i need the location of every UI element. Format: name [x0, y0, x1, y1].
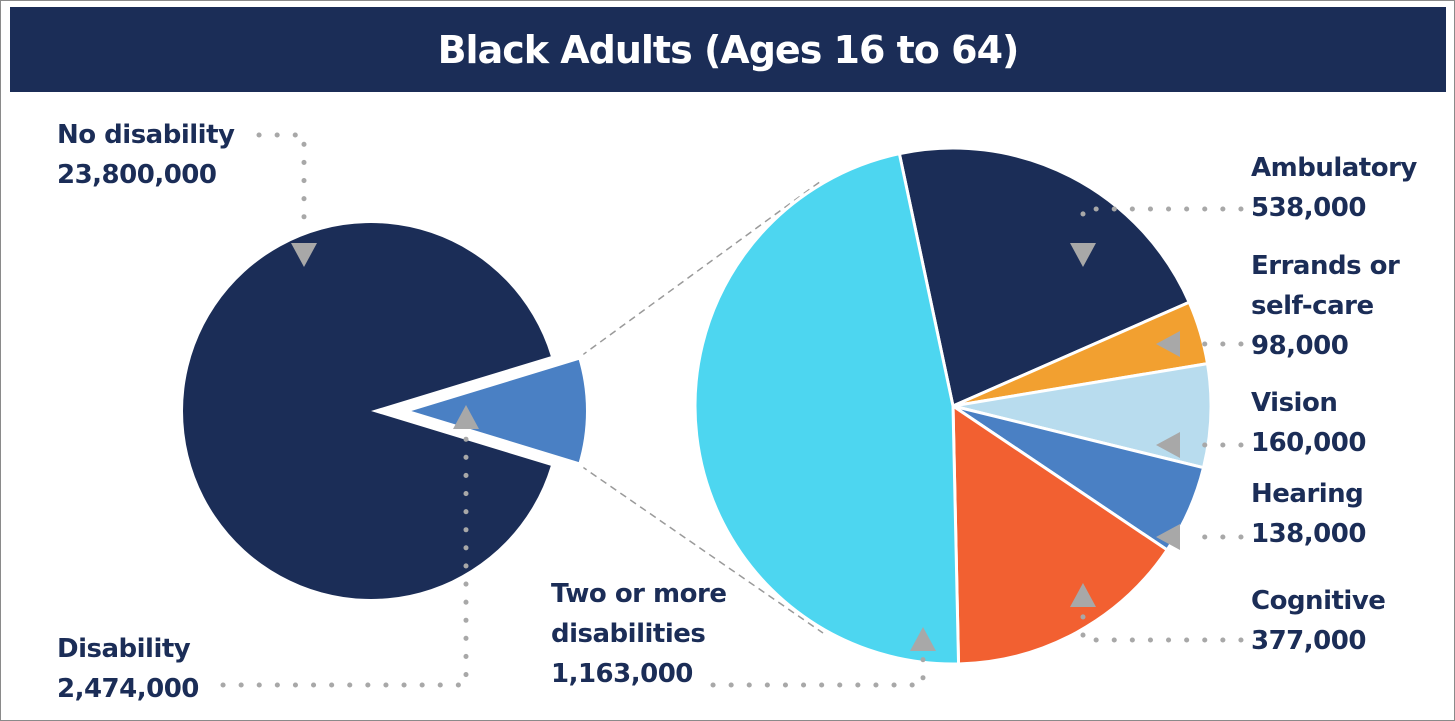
label-ambulatory-name: Ambulatory	[1251, 153, 1417, 183]
slice-disability	[390, 352, 592, 470]
slice-no-disability	[182, 222, 551, 599]
label-disability-name: Disability	[57, 634, 191, 664]
label-hearing-value: 138,000	[1251, 519, 1366, 549]
label-errands-name1: Errands or	[1251, 251, 1400, 281]
leader-cognitive	[1080, 610, 1244, 643]
label-hearing-name: Hearing	[1251, 479, 1364, 509]
label-errands-value: 98,000	[1251, 331, 1349, 361]
disability-type-pie	[693, 146, 1213, 666]
slice-two-or-more	[693, 152, 961, 666]
arrow-errands	[1156, 331, 1180, 357]
leader-no-disability	[256, 132, 307, 236]
label-ambulatory-value: 538,000	[1251, 193, 1366, 223]
arrow-no-disability	[291, 243, 317, 267]
slice-ambulatory	[897, 146, 1191, 408]
chart-title: Black Adults (Ages 16 to 64)	[437, 27, 1020, 72]
label-disability-value: 2,474,000	[57, 674, 199, 704]
label-cognitive: Cognitive 377,000	[1251, 581, 1386, 661]
label-two-or-more-value: 1,163,000	[551, 659, 693, 689]
disability-status-pie	[182, 222, 592, 599]
arrow-vision	[1156, 432, 1180, 458]
label-cognitive-value: 377,000	[1251, 626, 1366, 656]
connector-bottom	[580, 465, 824, 634]
arrow-ambulatory	[1070, 243, 1096, 267]
label-two-or-more: Two or more disabilities 1,163,000	[551, 574, 727, 694]
label-cognitive-name: Cognitive	[1251, 586, 1386, 616]
label-vision-value: 160,000	[1251, 428, 1366, 458]
arrow-two-or-more	[910, 627, 936, 651]
title-bar: Black Adults (Ages 16 to 64)	[10, 7, 1446, 92]
label-no-disability: No disability 23,800,000	[57, 115, 235, 195]
label-vision-name: Vision	[1251, 388, 1338, 418]
label-vision: Vision 160,000	[1251, 383, 1366, 463]
connector-top	[580, 180, 822, 357]
label-disability: Disability 2,474,000	[57, 629, 199, 709]
label-two-or-more-name2: disabilities	[551, 619, 706, 649]
label-errands-name2: self-care	[1251, 291, 1374, 321]
label-two-or-more-name1: Two or more	[551, 579, 727, 609]
arrow-hearing	[1156, 524, 1180, 550]
arrow-cognitive	[1070, 583, 1096, 607]
label-no-disability-name: No disability	[57, 120, 235, 150]
arrow-disability	[453, 405, 479, 429]
leader-lines	[220, 132, 1244, 688]
connector-lines	[580, 180, 824, 634]
label-hearing: Hearing 138,000	[1251, 474, 1366, 554]
label-errands: Errands or self-care 98,000	[1251, 246, 1400, 366]
slice-cognitive	[951, 404, 1169, 666]
label-ambulatory: Ambulatory 538,000	[1251, 148, 1417, 228]
leader-two-or-more	[710, 652, 926, 688]
label-no-disability-value: 23,800,000	[57, 160, 217, 190]
leader-ambulatory	[1080, 206, 1244, 234]
